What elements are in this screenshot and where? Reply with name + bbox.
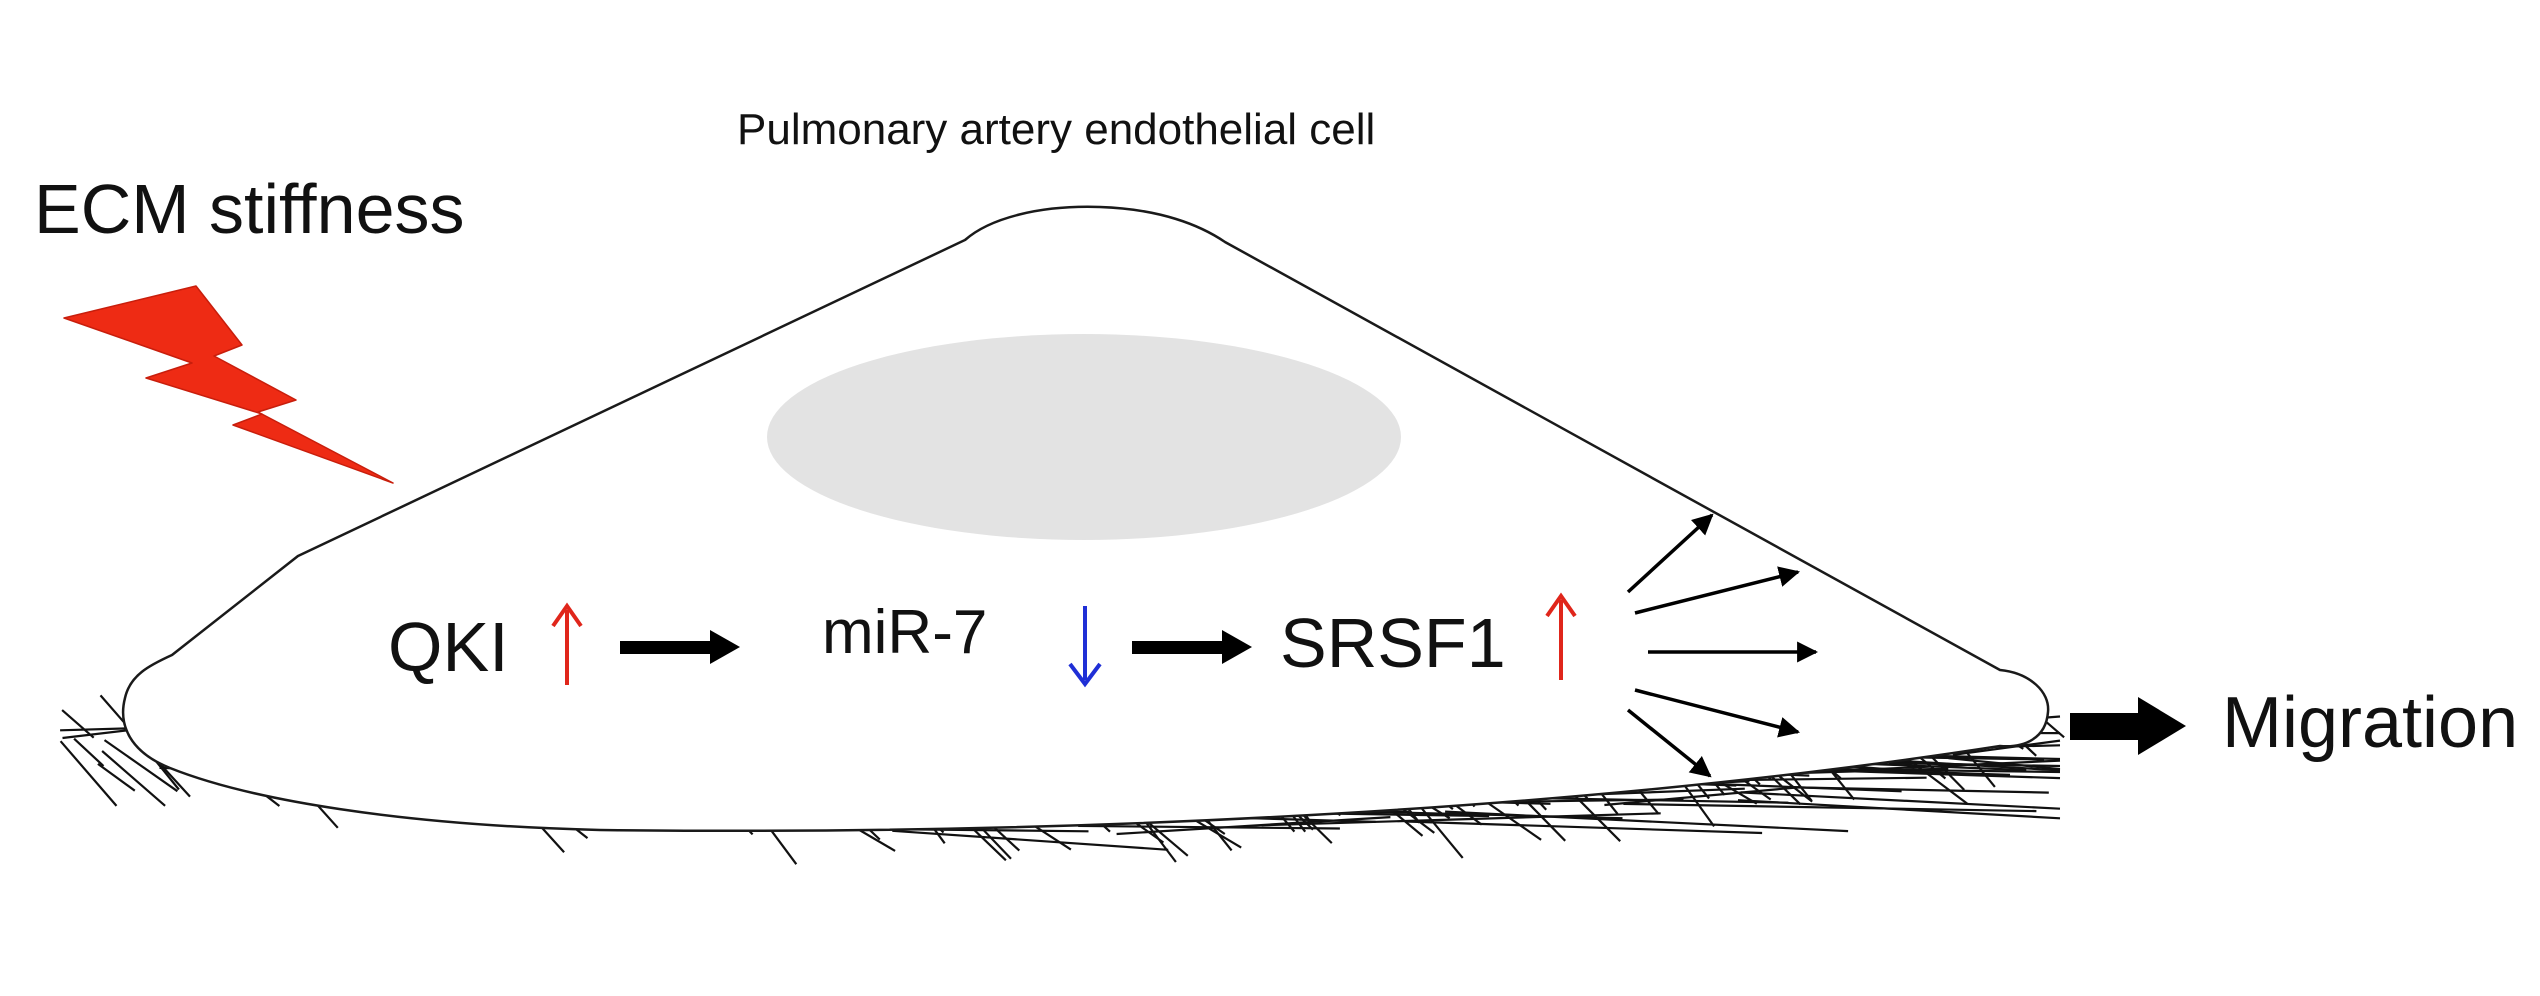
srsf1-label: SRSF1	[1280, 604, 1506, 682]
stimulus-label: ECM stiffness	[34, 170, 465, 248]
ecm-fiber	[103, 739, 179, 793]
ecm-fiber	[1952, 739, 2061, 756]
ecm-fiber	[1250, 817, 1376, 823]
lightning-bolt-icon	[63, 285, 394, 484]
ecm-fiber	[1799, 768, 2061, 780]
ecm-fiber	[1623, 802, 2037, 813]
ecm-fiber	[97, 763, 136, 792]
mir7-down-arrow-icon	[1068, 606, 1102, 688]
ecm-fiber	[1405, 820, 1763, 835]
ecm-fiber	[101, 750, 166, 807]
radiating-arrow-icon	[1626, 513, 1714, 594]
qki-label: QKI	[388, 608, 509, 686]
migration-label: Migration	[2222, 683, 2519, 763]
ecm-fiber	[1740, 791, 2061, 810]
srsf1-effect-arrows	[1626, 513, 1819, 778]
nucleus	[767, 334, 1401, 540]
ecm-fiber	[1874, 758, 2061, 772]
ecm-fiber	[1948, 757, 2061, 771]
ecm-fiber	[61, 709, 95, 739]
radiating-arrow-icon	[1634, 688, 1801, 738]
ecm-fiber	[1604, 786, 1802, 807]
ecm-fiber	[59, 740, 118, 807]
radiating-arrow-icon	[1626, 708, 1712, 778]
radiating-arrow-icon	[1634, 566, 1801, 615]
migration-arrow-icon	[2070, 697, 2186, 755]
mir7-label: miR-7	[822, 598, 988, 667]
srsf1-up-arrow-icon	[1545, 592, 1577, 680]
ecm-fiber	[73, 737, 105, 767]
cell-type-label: Pulmonary artery endothelial cell	[737, 105, 1376, 154]
ecm-fiber	[1078, 824, 1340, 830]
ecm-fiber	[1372, 810, 1623, 820]
qki-to-mir7-arrow-icon	[620, 630, 740, 664]
qki-up-arrow-icon	[551, 602, 583, 685]
ecm-fiber	[1193, 818, 1242, 849]
mir7-to-srsf1-arrow-icon	[1132, 630, 1252, 664]
